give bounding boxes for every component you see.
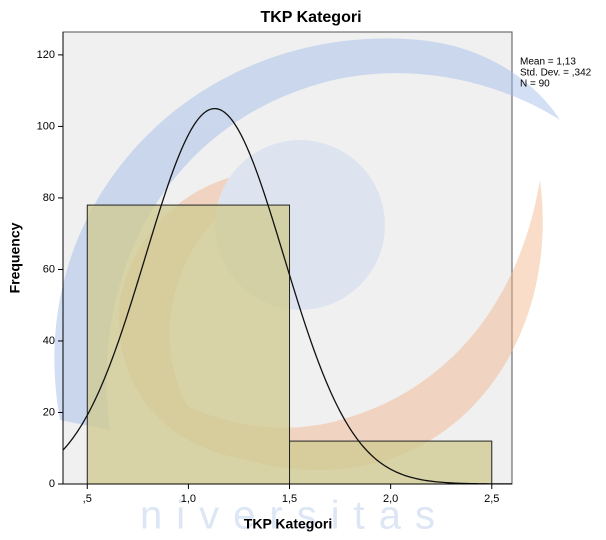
stats-label: Std. Dev. = ,342: [520, 68, 592, 79]
x-tick-label: 1,0: [181, 493, 196, 505]
y-axis-title: Frequency: [7, 222, 23, 293]
page: niversitas TKP Kategori TKP Kategori Fre…: [0, 0, 606, 540]
y-tick-label: 120: [37, 49, 55, 61]
y-tick-label: 60: [43, 263, 55, 275]
x-axis-title: TKP Kategori: [244, 516, 332, 532]
y-tick-label: 80: [43, 192, 55, 204]
chart: niversitas TKP Kategori TKP Kategori Fre…: [0, 0, 606, 540]
x-tick-label: 1,5: [282, 493, 297, 505]
x-tick-label: 2,5: [484, 493, 499, 505]
stats-label: N = 90: [520, 79, 550, 90]
x-tick-label: 2,0: [383, 493, 398, 505]
chart-title: TKP Kategori: [260, 9, 361, 26]
y-tick-label: 0: [49, 478, 55, 490]
y-tick-label: 20: [43, 406, 55, 418]
stats-label: Mean = 1,13: [520, 57, 576, 68]
x-tick-label: ,5: [83, 493, 92, 505]
bar: [290, 441, 492, 484]
y-tick-label: 100: [37, 120, 55, 132]
y-tick-label: 40: [43, 335, 55, 347]
